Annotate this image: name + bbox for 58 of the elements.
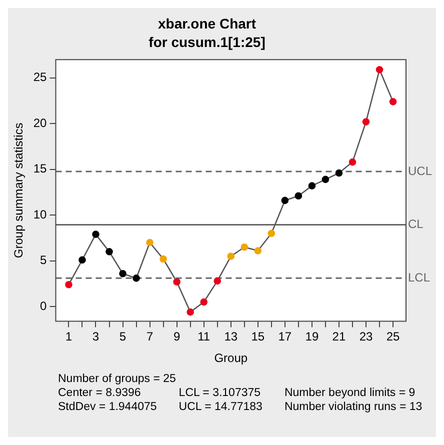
x-axis-title: Group	[214, 351, 248, 366]
point	[389, 98, 397, 106]
x-tick-label: 19	[305, 330, 319, 344]
point	[227, 252, 235, 260]
point	[254, 247, 262, 254]
text: UCL = 14.77183	[178, 400, 262, 414]
point	[186, 308, 194, 316]
point	[132, 274, 140, 282]
y-tick-label: 5	[40, 253, 48, 268]
text: StdDev = 1.944075	[58, 400, 157, 414]
point	[214, 277, 222, 285]
y-tick-label: 20	[33, 116, 48, 130]
point	[173, 278, 180, 286]
point	[294, 192, 302, 200]
chart-title: xbar.one Chart	[158, 15, 256, 32]
ref-line-label: CL	[408, 217, 424, 232]
x-tick-label: 17	[278, 330, 292, 344]
x-tick-label: 11	[198, 330, 210, 344]
point	[119, 270, 126, 278]
ref-line-label: LCL	[408, 270, 430, 284]
point	[348, 158, 356, 166]
chart-subtitle: for cusum.1[1:25]	[148, 34, 266, 50]
point	[106, 248, 113, 256]
point	[240, 243, 248, 251]
x-tick-label: 23	[359, 330, 373, 344]
point	[281, 196, 289, 204]
x-tick-label: 13	[224, 330, 238, 344]
x-tick-label: 15	[251, 330, 265, 344]
y-tick-label: 10	[33, 207, 48, 222]
point	[92, 230, 100, 238]
text: Number beyond limits = 9	[284, 386, 416, 400]
point	[200, 298, 208, 306]
point	[362, 118, 370, 126]
point	[65, 280, 72, 288]
point	[268, 230, 276, 238]
point	[335, 169, 343, 177]
text: Number of groups = 25	[58, 372, 177, 386]
point	[146, 238, 154, 246]
x-tick-label: 5	[119, 330, 126, 344]
x-tick-label: 21	[332, 330, 346, 344]
text: Center = 8.9396	[58, 386, 142, 400]
x-tick-label: 9	[173, 330, 180, 344]
point	[376, 66, 384, 74]
point	[160, 255, 167, 263]
ref-line-label: UCL	[408, 164, 432, 178]
point	[322, 176, 330, 184]
y-tick-label: 0	[40, 298, 48, 313]
point	[78, 256, 86, 264]
x-tick-label: 7	[146, 330, 154, 344]
x-tick-label: 1	[65, 330, 72, 344]
y-tick-label: 25	[33, 70, 48, 84]
x-tick-label: 3	[92, 330, 100, 344]
point	[308, 182, 316, 190]
text: LCL = 3.107375	[178, 386, 262, 400]
x-tick-label: 25	[386, 330, 400, 344]
text: Number violating runs = 13	[284, 400, 422, 414]
y-tick-label: 15	[33, 162, 48, 176]
y-axis-title: Group summary statistics	[12, 122, 26, 258]
